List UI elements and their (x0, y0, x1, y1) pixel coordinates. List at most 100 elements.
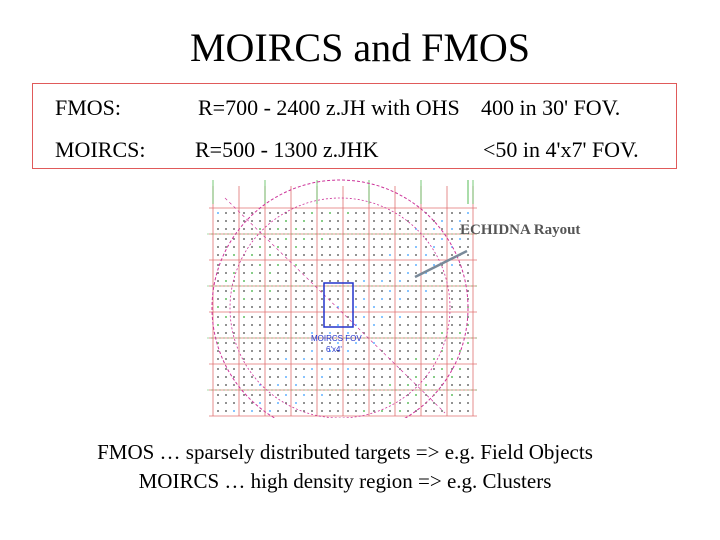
fiber-dot (347, 316, 349, 318)
fiber-dot (303, 384, 305, 386)
fiber-dot (363, 358, 365, 360)
fiber-dot (355, 272, 357, 274)
fiber-dot (407, 358, 409, 360)
fiber-dot (441, 254, 443, 256)
fiber-dot (467, 342, 469, 344)
fiber-dot (321, 384, 323, 386)
fiber-dot (337, 290, 339, 292)
fiber-dot (233, 324, 235, 326)
fiber-dot (399, 264, 401, 266)
fiber-dot (407, 316, 409, 318)
fiber-dot (451, 324, 453, 326)
fiber-dot (407, 376, 409, 378)
fiber-dot (295, 280, 297, 282)
fiber-dot (381, 342, 383, 344)
fiber-dot (217, 264, 219, 266)
fiber-dot (373, 324, 375, 326)
fiber-dot (277, 402, 279, 404)
fiber-dot (303, 324, 305, 326)
fiber-dot (303, 272, 305, 274)
fiber-dot (407, 290, 409, 292)
fiber-dot (269, 212, 271, 214)
fiber-dot (347, 272, 349, 274)
fiber-dot (295, 410, 297, 412)
fiber-dot (347, 324, 349, 326)
fiber-dot (355, 350, 357, 352)
fiber-dot (233, 394, 235, 396)
fiber-dot (389, 228, 391, 230)
fiber-dot (225, 280, 227, 282)
fiber-dot (311, 272, 313, 274)
fiber-dot (459, 298, 461, 300)
fiber-dot (285, 228, 287, 230)
fiber-dot (399, 358, 401, 360)
fiber-dot (321, 254, 323, 256)
fiber-dot (295, 228, 297, 230)
fiber-dot (321, 394, 323, 396)
fiber-dot (373, 358, 375, 360)
fiber-dot (243, 384, 245, 386)
fiber-dot (225, 394, 227, 396)
fiber-dot (373, 394, 375, 396)
fiber-dot (373, 316, 375, 318)
fiber-dot (381, 358, 383, 360)
fiber-dot (373, 384, 375, 386)
fiber-dot (399, 246, 401, 248)
fiber-dot (225, 228, 227, 230)
fiber-dot (425, 264, 427, 266)
fiber-dot (381, 280, 383, 282)
fiber-dot (259, 394, 261, 396)
fiber-dot (441, 272, 443, 274)
fiber-dot (225, 290, 227, 292)
fiber-dot (259, 332, 261, 334)
fiber-dot (355, 410, 357, 412)
fiber-dot (243, 402, 245, 404)
fiber-dot (459, 394, 461, 396)
fiber-dot (329, 394, 331, 396)
fiber-dot (355, 254, 357, 256)
fiber-dot (399, 290, 401, 292)
fiber-dot (433, 368, 435, 370)
fiber-dot (467, 402, 469, 404)
fiber-dot (311, 368, 313, 370)
fiber-dot (269, 350, 271, 352)
fiber-dot (217, 342, 219, 344)
fiber-dot (459, 212, 461, 214)
fiber-dot (329, 324, 331, 326)
fiber-dot (321, 228, 323, 230)
fiber-dot (233, 342, 235, 344)
fiber-dot (217, 298, 219, 300)
fiber-dot (399, 238, 401, 240)
fiber-dot (347, 394, 349, 396)
fiber-dot (459, 280, 461, 282)
fiber-dot (407, 228, 409, 230)
fiber-dot (233, 272, 235, 274)
fiber-dot (233, 290, 235, 292)
outer-fov-circle (211, 179, 469, 418)
fiber-dot (407, 350, 409, 352)
fiber-dot (459, 324, 461, 326)
fiber-dot (269, 290, 271, 292)
fiber-dot (389, 298, 391, 300)
fiber-dot (399, 368, 401, 370)
fiber-dot (303, 220, 305, 222)
fiber-dot (407, 238, 409, 240)
fiber-dot (363, 228, 365, 230)
fiber-dot (321, 316, 323, 318)
fiber-dot (243, 212, 245, 214)
fiber-dot (347, 332, 349, 334)
fiber-dot (329, 246, 331, 248)
fiber-dot (217, 394, 219, 396)
fiber-dot (363, 290, 365, 292)
fiber-dot (311, 264, 313, 266)
moircs-fov-box (323, 282, 354, 328)
fiber-dot (233, 228, 235, 230)
fiber-dot (441, 394, 443, 396)
fiber-dot (459, 290, 461, 292)
fiber-dot (415, 298, 417, 300)
fiber-dot (295, 298, 297, 300)
fiber-dot (467, 358, 469, 360)
fiber-dot (295, 324, 297, 326)
fiber-dot (321, 350, 323, 352)
fiber-dot (269, 246, 271, 248)
